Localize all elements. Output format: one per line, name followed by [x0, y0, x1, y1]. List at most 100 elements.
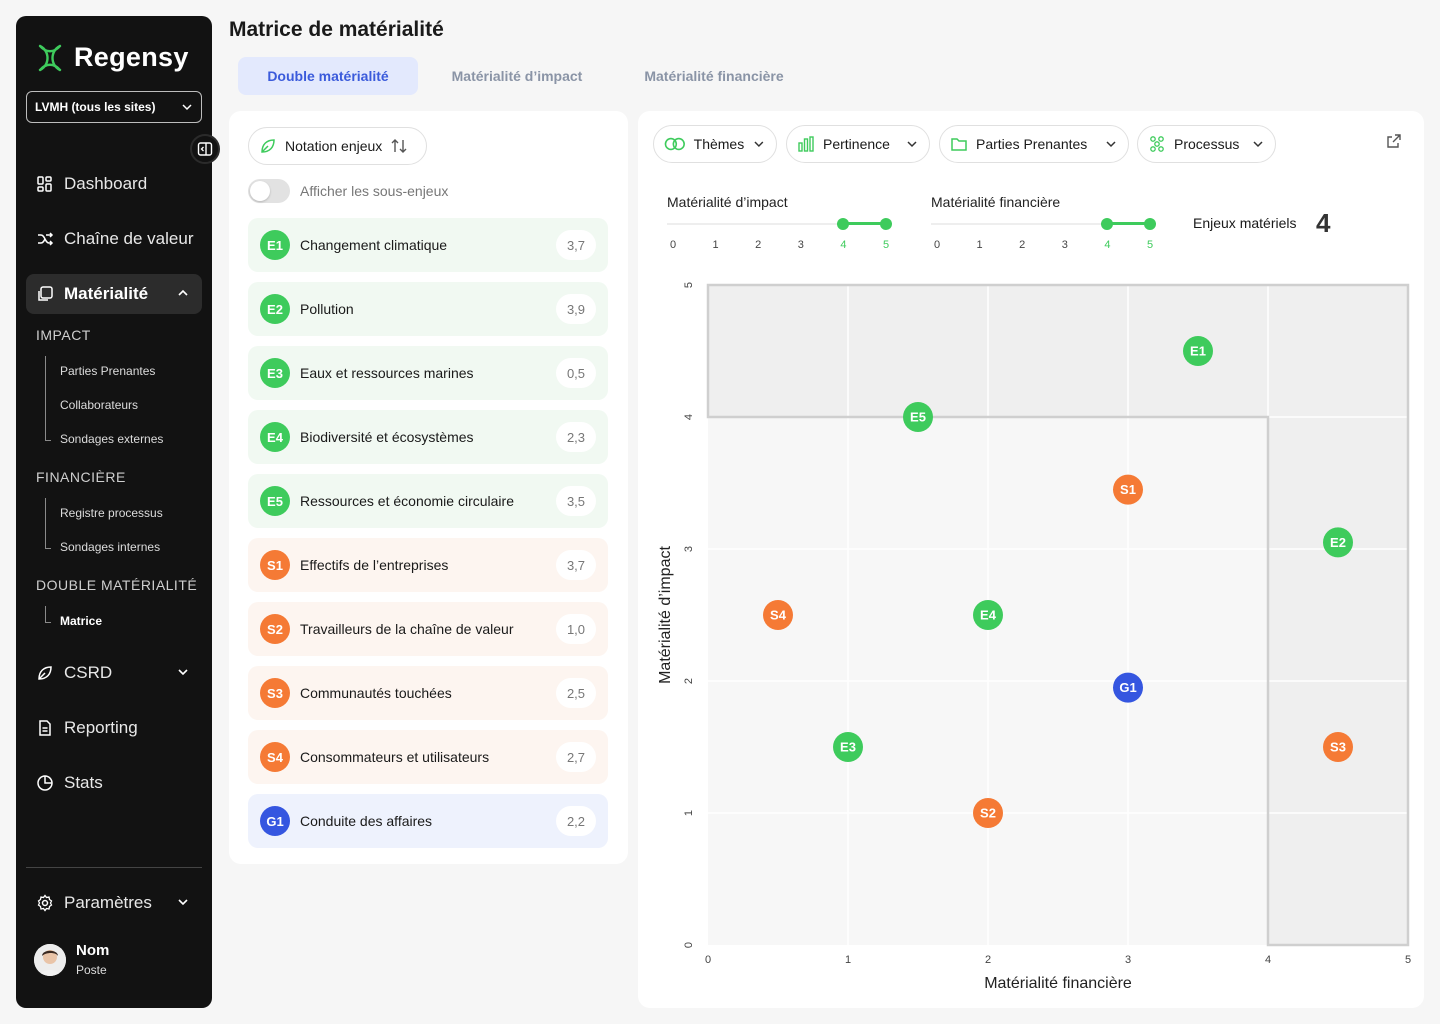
- issue-code-badge: E2: [260, 294, 290, 324]
- themes-icon: [664, 137, 685, 151]
- section-double-title: DOUBLE MATÉRIALITÉ: [36, 577, 198, 593]
- sub-matrice[interactable]: Matrice: [60, 614, 103, 628]
- filter-themes[interactable]: Thèmes: [653, 125, 777, 163]
- matrix-point[interactable]: [1183, 336, 1213, 366]
- y-tick-label: 0: [683, 942, 695, 948]
- impact-slider-max-handle[interactable]: [880, 218, 892, 230]
- folder-icon: [951, 138, 967, 151]
- issue-row[interactable]: S2 Travailleurs de la chaîne de valeur 1,0: [248, 602, 608, 656]
- issue-row[interactable]: E4 Biodiversité et écosystèmes 2,3: [248, 410, 608, 464]
- matrix-point-label: S4: [770, 608, 787, 623]
- nav-chaine-label: Chaîne de valeur: [64, 229, 194, 248]
- tree-line: [45, 356, 46, 440]
- user-profile[interactable]: Nom Poste: [34, 942, 109, 977]
- nav-parametres[interactable]: Paramètres: [26, 883, 202, 923]
- x-tick-label: 3: [1125, 954, 1131, 966]
- tab-materialite-financiere[interactable]: Matérialité financière: [644, 68, 784, 84]
- issue-label: Ressources et économie circulaire: [300, 493, 514, 509]
- matrix-point[interactable]: [1113, 474, 1143, 505]
- issue-code-badge: E1: [260, 230, 290, 260]
- matrix-point-label: S2: [980, 806, 996, 821]
- fin-slider-min-handle[interactable]: [1101, 218, 1114, 230]
- nav-dashboard[interactable]: Dashboard: [26, 164, 202, 204]
- slider-tick-label: 0: [669, 239, 677, 251]
- logo[interactable]: Regensy: [36, 42, 189, 73]
- subissues-toggle-row: Afficher les sous-enjeux: [248, 179, 448, 203]
- sub-sondages-externes[interactable]: Sondages externes: [60, 432, 164, 446]
- sub-parties-prenantes[interactable]: Parties Prenantes: [60, 364, 156, 378]
- sort-notation-button[interactable]: Notation enjeux: [248, 127, 427, 165]
- issue-row[interactable]: E2 Pollution 3,9: [248, 282, 608, 336]
- x-tick-label: 4: [1265, 954, 1271, 966]
- issue-label: Changement climatique: [300, 237, 448, 253]
- sub-collaborateurs[interactable]: Collaborateurs: [60, 398, 139, 412]
- issue-row[interactable]: S1 Effectifs de l’entreprises 3,7: [248, 538, 608, 592]
- matrix-point[interactable]: [903, 402, 933, 432]
- sub-registre-processus[interactable]: Registre processus: [60, 506, 163, 520]
- x-axis-title: Matérialité financière: [984, 975, 1132, 992]
- filter-processus[interactable]: Processus: [1137, 125, 1276, 163]
- issue-row[interactable]: G1 Conduite des affaires 2,2: [248, 794, 608, 848]
- fin-slider-max-handle[interactable]: [1144, 218, 1156, 230]
- sidebar-collapse-icon: [197, 142, 213, 156]
- matrix-point-label: E2: [1330, 535, 1346, 550]
- matrix-point[interactable]: [1323, 732, 1353, 762]
- filter-pertinence[interactable]: Pertinence: [786, 125, 930, 163]
- x-tick-label: 2: [985, 954, 991, 966]
- enjeux-materiels-count: 4: [1316, 208, 1331, 238]
- issue-score: 1,0: [556, 614, 596, 644]
- issue-score: 2,3: [556, 422, 596, 452]
- slider-tick-label: 2: [755, 239, 762, 251]
- issue-row[interactable]: E5 Ressources et économie circulaire 3,5: [248, 474, 608, 528]
- user-role: Poste: [76, 963, 107, 977]
- issue-score: 2,5: [556, 678, 596, 708]
- subissues-toggle[interactable]: [248, 179, 290, 203]
- tree-branch: [45, 548, 51, 549]
- matrix-point[interactable]: [1323, 527, 1353, 558]
- nav-csrd[interactable]: CSRD: [26, 653, 202, 693]
- matrix-point[interactable]: [1113, 672, 1143, 703]
- issue-code-badge: E4: [260, 422, 290, 452]
- issue-code-badge: S3: [260, 678, 290, 708]
- matrix-point[interactable]: [973, 798, 1003, 828]
- document-icon: [39, 720, 51, 736]
- filter-parties-prenantes[interactable]: Parties Prenantes: [939, 125, 1129, 163]
- nav-materialite[interactable]: Matérialité: [26, 274, 202, 314]
- issue-row[interactable]: E1 Changement climatique 3,7: [248, 218, 608, 272]
- matrix-point[interactable]: [973, 600, 1003, 630]
- chevron-down-icon: [182, 104, 192, 111]
- tab-double-materialite[interactable]: Double matérialité: [238, 57, 418, 95]
- sidebar: Regensy LVMH (tous les sites) Dashboard …: [16, 16, 220, 1008]
- nav-stats[interactable]: Stats: [26, 763, 202, 803]
- gear-icon: [37, 894, 53, 912]
- x-tick-label: 1: [845, 954, 851, 966]
- issue-code-badge: S1: [260, 550, 290, 580]
- issue-row[interactable]: S3 Communautés touchées 2,5: [248, 666, 608, 720]
- slider-tick-label: 5: [882, 239, 890, 251]
- sort-label: Notation enjeux: [285, 138, 383, 154]
- materiality-matrix-chart: 0 1 2 3 4 5 0 1 2 3 4 5 Matérialité financière Matéri…: [657, 282, 1411, 992]
- collapse-sidebar-button[interactable]: [190, 134, 220, 164]
- issue-row[interactable]: E3 Eaux et ressources marines 0,5: [248, 346, 608, 400]
- slider-tick-label: 0: [933, 239, 941, 251]
- impact-slider-min-handle[interactable]: [837, 218, 850, 230]
- nav-chaine-de-valeur[interactable]: Chaîne de valeur: [26, 219, 202, 259]
- material-zone-top: [708, 285, 1408, 417]
- issue-label: Communautés touchées: [300, 685, 452, 701]
- issue-score: 3,7: [556, 550, 596, 580]
- matrix-point[interactable]: [833, 732, 863, 762]
- issue-score: 2,7: [556, 742, 596, 772]
- enjeux-materiels-label: Enjeux matériels: [1193, 215, 1297, 231]
- matrix-point[interactable]: [763, 600, 793, 630]
- nav-reporting[interactable]: Reporting: [26, 708, 202, 748]
- brand-name: Regensy: [74, 42, 189, 72]
- site-select[interactable]: LVMH (tous les sites): [26, 91, 202, 123]
- slider-tick-label: 2: [1019, 239, 1026, 251]
- external-link-icon[interactable]: [1386, 133, 1402, 149]
- slider-tick-label: 4: [840, 239, 847, 251]
- issue-row[interactable]: S4 Consommateurs et utilisateurs 2,7: [248, 730, 608, 784]
- tab-materialite-impact[interactable]: Matérialité d’impact: [451, 68, 583, 84]
- slider-tick-label: 5: [1146, 239, 1154, 251]
- sub-sondages-internes[interactable]: Sondages internes: [60, 540, 161, 554]
- issue-label: Biodiversité et écosystèmes: [300, 429, 474, 445]
